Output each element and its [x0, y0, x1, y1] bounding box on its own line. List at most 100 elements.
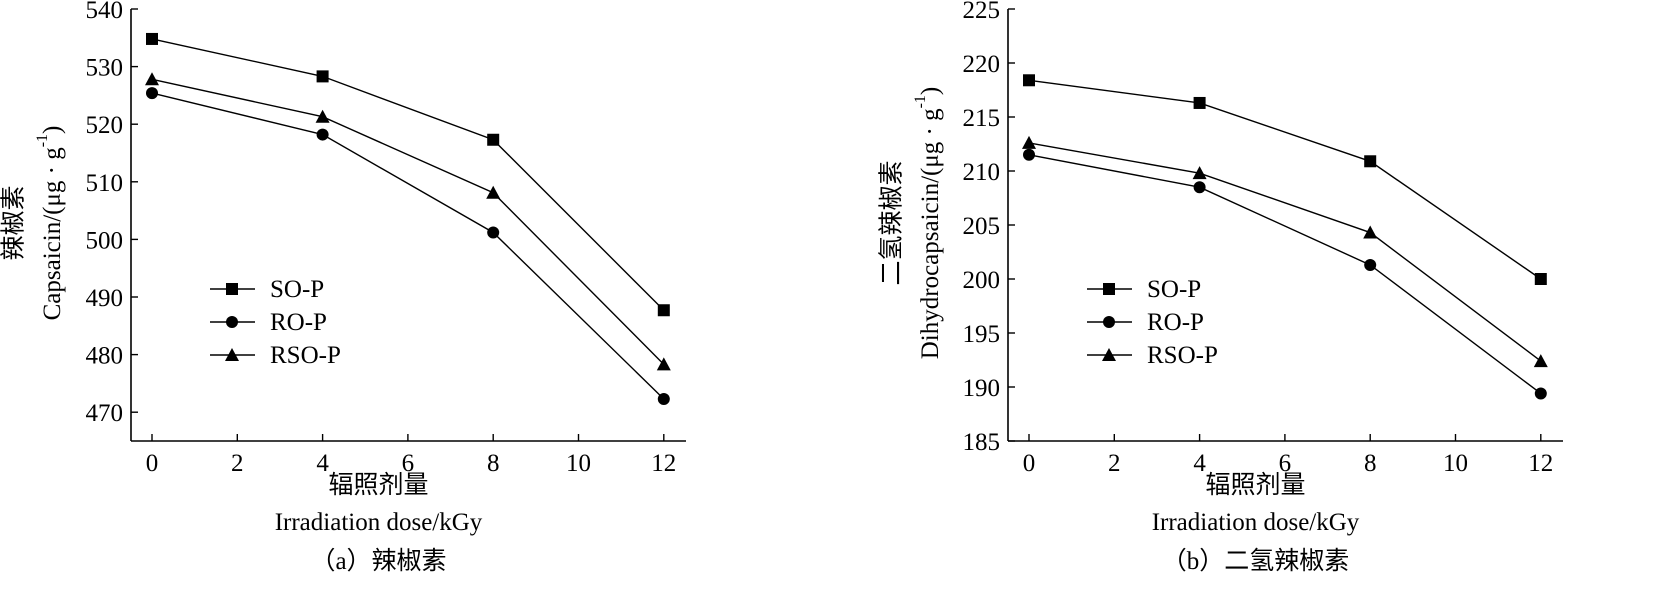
data-point-square: [657, 304, 670, 317]
y-axis-title-main: Capsaicin/(μg · g: [39, 147, 66, 321]
x-axis-title-en: Irradiation dose/kGy: [1152, 509, 1360, 536]
legend-marker-triangle: [225, 348, 239, 361]
series-line: [1028, 79, 1542, 280]
y-tick-label: 490: [86, 285, 124, 312]
y-tick-label: 520: [86, 112, 124, 139]
series-ro-p: [1023, 148, 1547, 400]
x-tick-label: 2: [231, 450, 244, 477]
data-point-square: [1023, 74, 1035, 87]
y-tick-label: 530: [86, 55, 124, 82]
x-tick-label: 6: [1279, 450, 1292, 477]
legend-marker-circle: [226, 316, 238, 328]
series-rso-p: [145, 72, 671, 371]
series-line: [151, 92, 665, 400]
y-tick-label: 210: [963, 159, 1001, 186]
x-tick-label: 12: [1528, 450, 1553, 477]
x-axis-title-cn: 辐照剂量: [1205, 471, 1305, 499]
y-axis-title-main: Dihydrocapsaicin/(μg · g: [917, 108, 944, 359]
series-line: [1028, 154, 1542, 395]
y-tick-label: 470: [86, 400, 124, 427]
series-ro-p: [146, 87, 670, 405]
data-point-square: [1534, 273, 1547, 285]
legend-label: RO-P: [1147, 309, 1204, 336]
data-point-triangle: [1192, 166, 1207, 180]
y-tick-label: 215: [963, 105, 1001, 132]
data-point-triangle: [486, 185, 501, 199]
chart-panel-b: 0 2 4 6 8 10 12 185 190 195 200 205 210 215 220 225 SO-P…: [878, 0, 1563, 575]
legend: SO-P RO-P RSO-P: [210, 276, 341, 369]
data-point-triangle: [656, 357, 671, 371]
data-point-triangle: [1363, 225, 1378, 239]
series-so-p: [146, 32, 670, 317]
x-tick-label: 0: [146, 450, 159, 477]
y-tick-label: 500: [86, 227, 124, 254]
data-point-square: [1193, 96, 1206, 109]
legend-marker-circle: [1103, 316, 1115, 328]
legend-label: RSO-P: [1147, 342, 1218, 369]
y-tick-label: 220: [963, 51, 1001, 78]
data-point-square: [1364, 155, 1377, 168]
y-axis-title-cn: 二氢辣椒素: [878, 160, 906, 285]
data-point-circle: [146, 87, 158, 100]
x-tick-label: 0: [1023, 450, 1036, 477]
x-tick-label: 6: [402, 450, 415, 477]
x-axis-title-cn: 辐照剂量: [328, 471, 428, 499]
panel-caption: （b）二氢辣椒素: [1162, 547, 1350, 575]
data-point-circle: [1364, 258, 1377, 271]
series-rso-p: [1022, 135, 1548, 368]
y-axis-title-sup: -1: [34, 134, 51, 147]
data-point-circle: [657, 392, 670, 405]
series-line: [1028, 142, 1542, 362]
x-tick-label: 10: [566, 450, 591, 477]
y-axis-title-close: ): [39, 126, 66, 134]
panel-caption: （a）辣椒素: [310, 547, 446, 575]
y-axis-title-en: Capsaicin/(μg · g-1): [34, 126, 66, 321]
legend-marker-square: [226, 283, 238, 295]
series-line: [151, 78, 665, 365]
x-tick-label: 8: [1364, 450, 1377, 477]
y-tick-label: 185: [963, 429, 1001, 456]
data-point-square: [487, 133, 500, 146]
y-tick-label: 480: [86, 343, 124, 370]
y-axis-title-en: Dihydrocapsaicin/(μg · g-1): [912, 87, 944, 360]
y-tick-label: 225: [963, 0, 1001, 24]
y-tick-label: 195: [963, 321, 1001, 348]
y-axis-title-sup: -1: [912, 95, 929, 108]
data-point-circle: [1534, 387, 1547, 400]
x-tick-label: 2: [1108, 450, 1121, 477]
data-point-circle: [487, 226, 500, 239]
y-axis-title-close: ): [917, 87, 944, 95]
legend-label: SO-P: [270, 276, 324, 303]
data-point-triangle: [1533, 354, 1548, 368]
y-tick-label: 540: [86, 0, 124, 24]
legend-marker-triangle: [1102, 348, 1116, 361]
legend: SO-P RO-P RSO-P: [1087, 276, 1218, 369]
x-tick-label: 10: [1443, 450, 1468, 477]
y-tick-label: 190: [963, 375, 1001, 402]
series-so-p: [1023, 74, 1547, 285]
data-point-circle: [1023, 148, 1035, 161]
chart-panel-a: 0 2 4 6 8 10 12 470 480 490 500 510 520 530 540 SO-P RO-…: [0, 0, 686, 575]
legend-label: RO-P: [270, 309, 327, 336]
y-tick-label: 205: [963, 213, 1001, 240]
legend-label: RSO-P: [270, 342, 341, 369]
series-line: [151, 38, 665, 311]
data-point-triangle: [145, 72, 159, 86]
y-axis-title-cn: 辣椒素: [0, 185, 28, 260]
legend-marker-square: [1103, 283, 1115, 295]
data-point-triangle: [1022, 135, 1036, 149]
data-point-triangle: [315, 109, 330, 123]
x-tick-label: 8: [487, 450, 500, 477]
data-point-square: [146, 32, 158, 45]
data-point-circle: [1193, 181, 1206, 194]
x-tick-label: 12: [651, 450, 676, 477]
x-axis-title-en: Irradiation dose/kGy: [275, 509, 483, 536]
data-point-square: [316, 70, 329, 83]
y-tick-label: 510: [86, 170, 124, 197]
x-tick-label: 4: [316, 450, 329, 477]
data-point-circle: [316, 128, 329, 141]
y-tick-label: 200: [963, 267, 1001, 294]
legend-label: SO-P: [1147, 276, 1201, 303]
x-tick-label: 4: [1193, 450, 1206, 477]
